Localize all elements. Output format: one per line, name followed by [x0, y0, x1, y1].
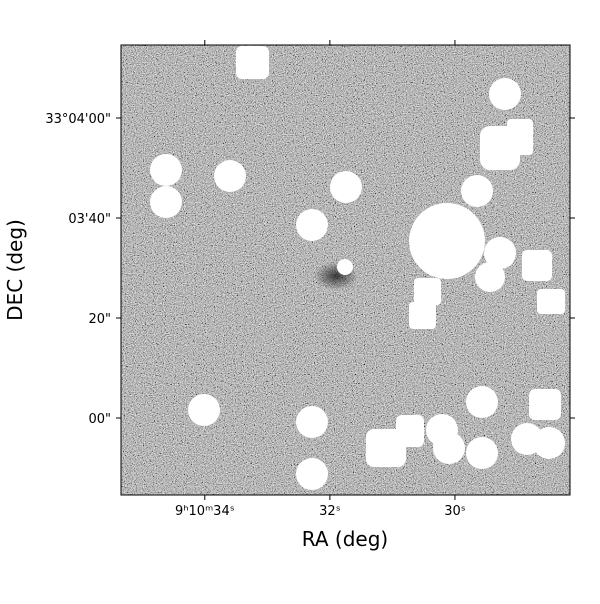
y-axis-label: DEC (deg)	[3, 219, 27, 321]
plot-frame	[120, 44, 571, 496]
x-axis-label: RA (deg)	[302, 527, 388, 551]
y-tick-label: 03'40"	[68, 212, 111, 227]
y-tick-label: 00"	[88, 412, 111, 427]
x-tick-label: 32ˢ	[319, 504, 341, 519]
y-tick-label: 20"	[88, 312, 111, 327]
y-tick-label: 33°04'00"	[45, 112, 111, 127]
masks	[150, 46, 565, 490]
x-tick-label: 30ˢ	[444, 504, 466, 519]
image	[121, 45, 570, 495]
x-tick-label: 9ʰ10ᵐ34ˢ	[175, 504, 235, 519]
